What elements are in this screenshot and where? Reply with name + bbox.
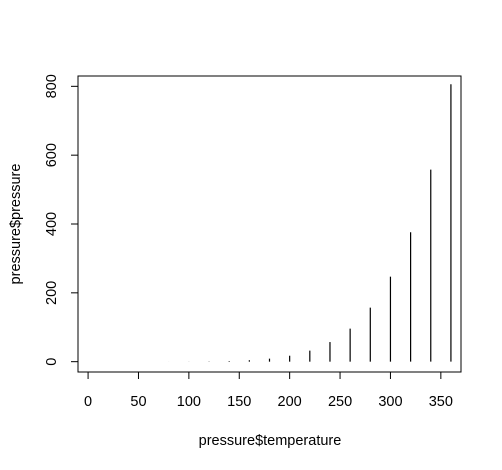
x-tick-label: 150 <box>227 394 251 410</box>
x-tick-label: 200 <box>278 394 302 410</box>
y-tick-label: 800 <box>44 74 60 98</box>
y-tick-label: 600 <box>44 143 60 167</box>
x-tick-label: 300 <box>378 394 402 410</box>
x-tick-label: 50 <box>130 394 146 410</box>
y-tick-label: 200 <box>44 281 60 305</box>
x-tick-label: 350 <box>429 394 453 410</box>
plot-box <box>78 76 461 372</box>
x-axis: 0 50 100 150 200 250 300 350 <box>84 372 453 410</box>
x-tick-label: 250 <box>328 394 352 410</box>
y-axis: 0 200 400 600 800 <box>44 74 78 365</box>
x-axis-title: pressure$temperature <box>199 433 342 449</box>
x-tick-label: 100 <box>177 394 201 410</box>
y-axis-title: pressure$pressure <box>8 164 24 285</box>
y-tick-label: 0 <box>44 358 60 366</box>
y-tick-label: 400 <box>44 212 60 236</box>
bars-layer <box>88 84 451 361</box>
x-tick-label: 0 <box>84 394 92 410</box>
